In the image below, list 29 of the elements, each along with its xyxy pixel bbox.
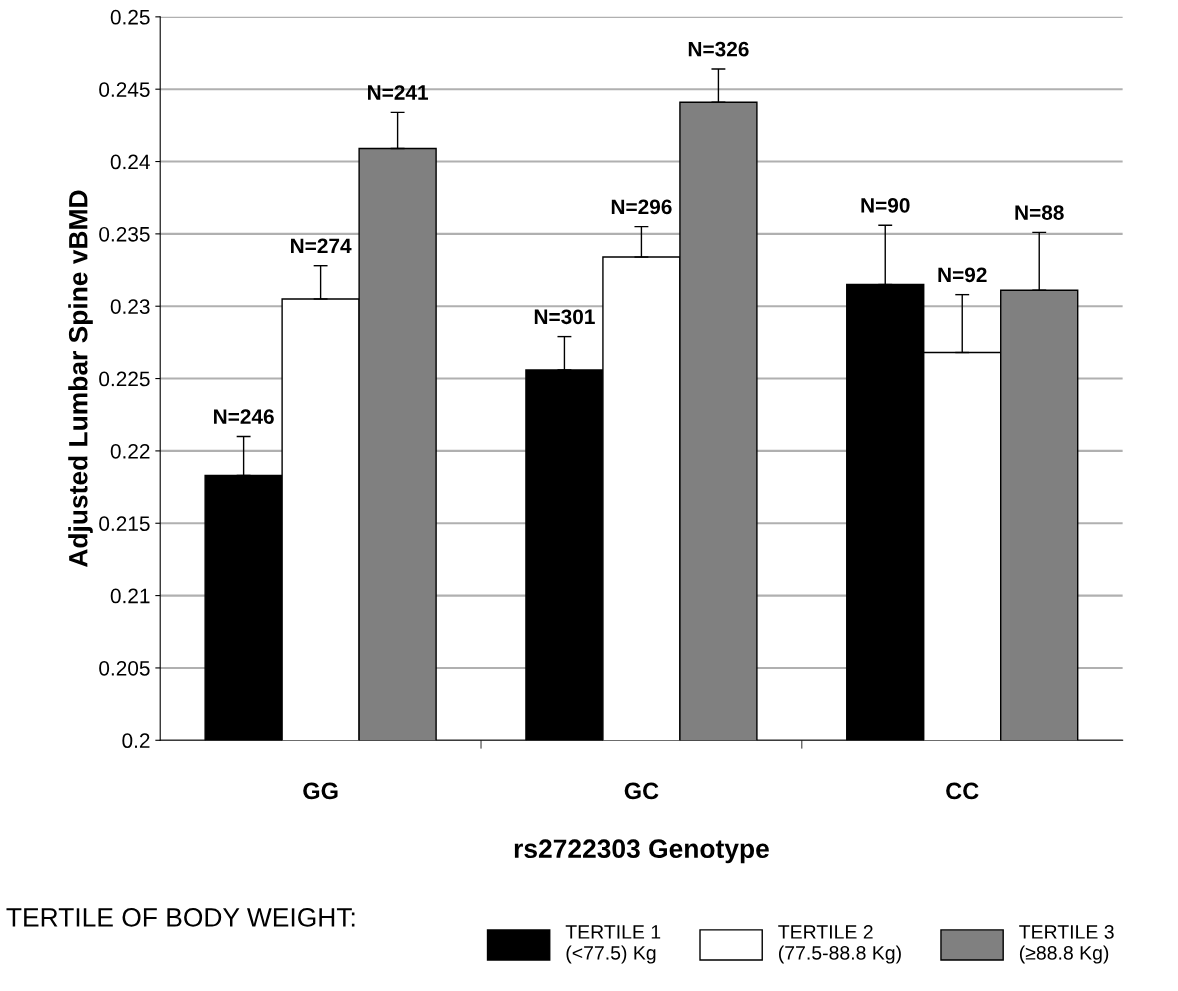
- legend-label: TERTILE 1 (<77.5) Kg: [565, 925, 661, 964]
- annotation: N=241: [368, 85, 429, 100]
- x-tick-label: CC: [946, 782, 979, 800]
- y-tick-label: 0.24: [110, 154, 150, 170]
- x-tick-label: GC: [624, 782, 659, 800]
- y-tick-label: 0.245: [99, 82, 150, 97]
- y-axis-title: Adjusted Lumbar Spine vBMD: [68, 190, 93, 568]
- legend-title: TERTILE OF BODY WEIGHT:: [6, 908, 355, 927]
- annotation: N=296: [611, 199, 672, 215]
- x-tick-label: GG: [303, 782, 338, 800]
- legend-label: TERTILE 3 (≥88.8 Kg): [1019, 925, 1114, 964]
- y-tick-label: 0.21: [110, 588, 150, 604]
- annotation: N=326: [688, 41, 749, 57]
- annotation: N=274: [291, 238, 352, 254]
- y-tick-label: 0.23: [110, 299, 150, 314]
- y-tick-label: 0.25: [110, 9, 150, 25]
- y-tick-label: 0.205: [99, 660, 150, 676]
- y-tick-label: 0.22: [110, 443, 150, 459]
- annotation: N=92: [938, 267, 987, 283]
- legend-label: TERTILE 2 (77.5-88.8 Kg): [778, 925, 901, 964]
- y-tick-label: 0.235: [99, 226, 150, 242]
- x-axis-title: rs2722303 Genotype: [514, 839, 769, 864]
- annotation: N=90: [861, 197, 910, 213]
- annotation: N=301: [534, 309, 595, 325]
- y-tick-label: 0.215: [99, 516, 150, 531]
- y-tick-label: 0.2: [122, 733, 150, 749]
- annotation: N=88: [1015, 205, 1064, 220]
- y-tick-label: 0.225: [99, 371, 150, 387]
- annotation: N=246: [214, 409, 274, 424]
